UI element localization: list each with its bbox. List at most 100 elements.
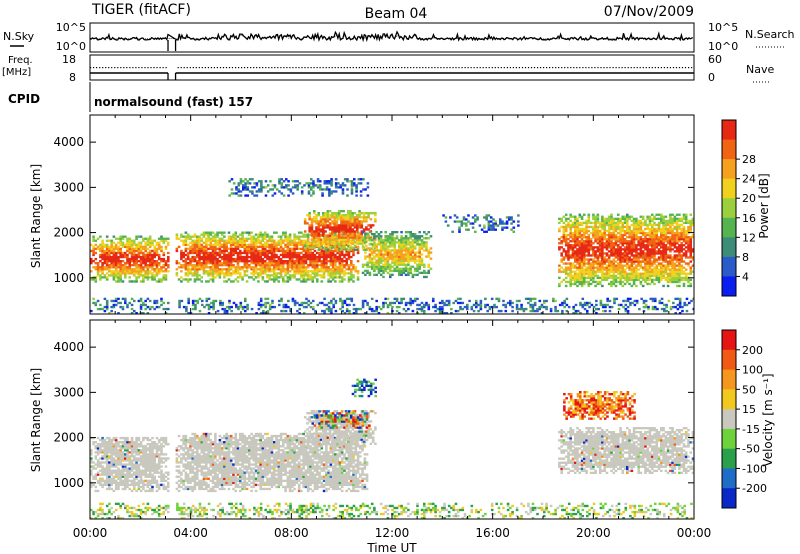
heatmap-cell — [343, 272, 346, 275]
heatmap-cell — [583, 282, 586, 286]
heatmap-cell — [334, 274, 337, 277]
heatmap-cell — [341, 190, 345, 193]
heatmap-cell — [617, 219, 620, 223]
heatmap-cell — [626, 264, 629, 267]
heatmap-cell — [268, 260, 271, 263]
heatmap-cell — [286, 276, 290, 279]
heatmap-cell — [223, 255, 226, 259]
heatmap-cell — [356, 249, 360, 253]
heatmap-cell — [413, 253, 417, 256]
heatmap-cell — [386, 239, 390, 242]
heatmap-cell — [377, 261, 381, 264]
heatmap-cell — [286, 278, 290, 281]
heatmap-cell — [580, 272, 584, 275]
heatmap-cell — [196, 237, 199, 240]
heatmap-cell — [673, 240, 677, 243]
heatmap-cell — [279, 270, 283, 273]
heatmap-cell — [630, 252, 634, 255]
heatmap-cell — [639, 252, 643, 255]
heatmap-cell — [366, 261, 369, 264]
heatmap-cell — [209, 231, 213, 234]
heatmap-cell — [335, 214, 339, 217]
nave-point — [434, 67, 436, 69]
heatmap-cell — [687, 225, 690, 229]
heatmap-cell — [286, 262, 290, 265]
heatmap-cell — [220, 264, 224, 267]
heatmap-cell — [657, 250, 661, 253]
heatmap-cell — [239, 272, 242, 275]
heatmap-cell — [687, 250, 690, 253]
heatmap-cell — [90, 257, 93, 261]
heatmap-cell — [617, 238, 620, 241]
heatmap-cell — [655, 229, 659, 233]
heatmap-cell — [182, 253, 185, 257]
heatmap-cell — [266, 245, 269, 249]
heatmap-cell — [300, 235, 303, 238]
heatmap-cell — [347, 218, 350, 221]
heatmap-cell — [288, 247, 292, 251]
heatmap-cell — [261, 266, 265, 269]
heatmap-cell — [175, 233, 179, 236]
heatmap-cell — [580, 238, 584, 241]
heatmap-cell — [328, 240, 332, 243]
heatmap-cell — [596, 233, 600, 237]
heatmap-cell — [277, 268, 281, 271]
heatmap-cell — [322, 260, 326, 263]
heatmap-cell — [671, 270, 674, 273]
heatmap-cell — [453, 220, 457, 223]
heatmap-cell — [560, 280, 563, 284]
heatmap-cell — [416, 243, 419, 246]
heatmap-cell — [510, 222, 513, 225]
heatmap-cell — [610, 250, 613, 253]
heatmap-cell — [315, 230, 318, 233]
heatmap-cell — [594, 215, 597, 218]
heatmap-cell — [601, 276, 604, 280]
heatmap-cell — [377, 255, 381, 258]
heatmap-cell — [309, 262, 312, 265]
heatmap-cell — [567, 272, 570, 275]
heatmap-cell — [288, 239, 292, 242]
heatmap-cell — [126, 270, 129, 273]
heatmap-cell — [286, 270, 290, 273]
heatmap-cell — [90, 262, 93, 265]
heatmap-cell — [596, 270, 600, 273]
heatmap-cell — [92, 249, 95, 253]
heatmap-cell — [585, 266, 588, 269]
heatmap-cell — [279, 239, 283, 242]
heatmap-cell — [564, 268, 568, 271]
heatmap-cell — [103, 268, 107, 271]
heatmap-cell — [211, 276, 215, 279]
heatmap-cell — [263, 272, 267, 275]
heatmap-cell — [614, 250, 618, 253]
heatmap-cell — [596, 256, 600, 259]
heatmap-cell — [628, 264, 631, 267]
heatmap-cell — [574, 225, 577, 229]
heatmap-cell — [268, 266, 271, 269]
heatmap-cell — [382, 259, 385, 262]
heatmap-cell — [594, 231, 597, 235]
heatmap-cell — [182, 255, 185, 259]
heatmap-cell — [377, 249, 381, 252]
heatmap-cell — [268, 270, 271, 273]
heatmap-cell — [673, 233, 677, 237]
heatmap-cell — [216, 233, 219, 236]
heatmap-cell — [117, 251, 120, 255]
heatmap-cell — [384, 267, 387, 270]
heatmap-cell — [218, 260, 222, 263]
heatmap-cell — [689, 270, 693, 273]
heatmap-cell — [619, 233, 622, 237]
heatmap-cell — [395, 263, 399, 266]
heatmap-cell — [331, 266, 335, 269]
heatmap-cell — [395, 269, 399, 273]
heatmap-cell — [216, 239, 219, 242]
heatmap-cell — [310, 246, 314, 249]
heatmap-cell — [119, 266, 122, 269]
heatmap-cell — [411, 241, 415, 244]
heatmap-cell — [277, 239, 281, 242]
heatmap-cell — [319, 238, 323, 241]
heatmap-cell — [349, 228, 352, 231]
heatmap-cell — [377, 239, 381, 242]
heatmap-cell — [639, 254, 643, 257]
heatmap-cell — [571, 278, 575, 282]
heatmap-cell — [182, 264, 185, 267]
